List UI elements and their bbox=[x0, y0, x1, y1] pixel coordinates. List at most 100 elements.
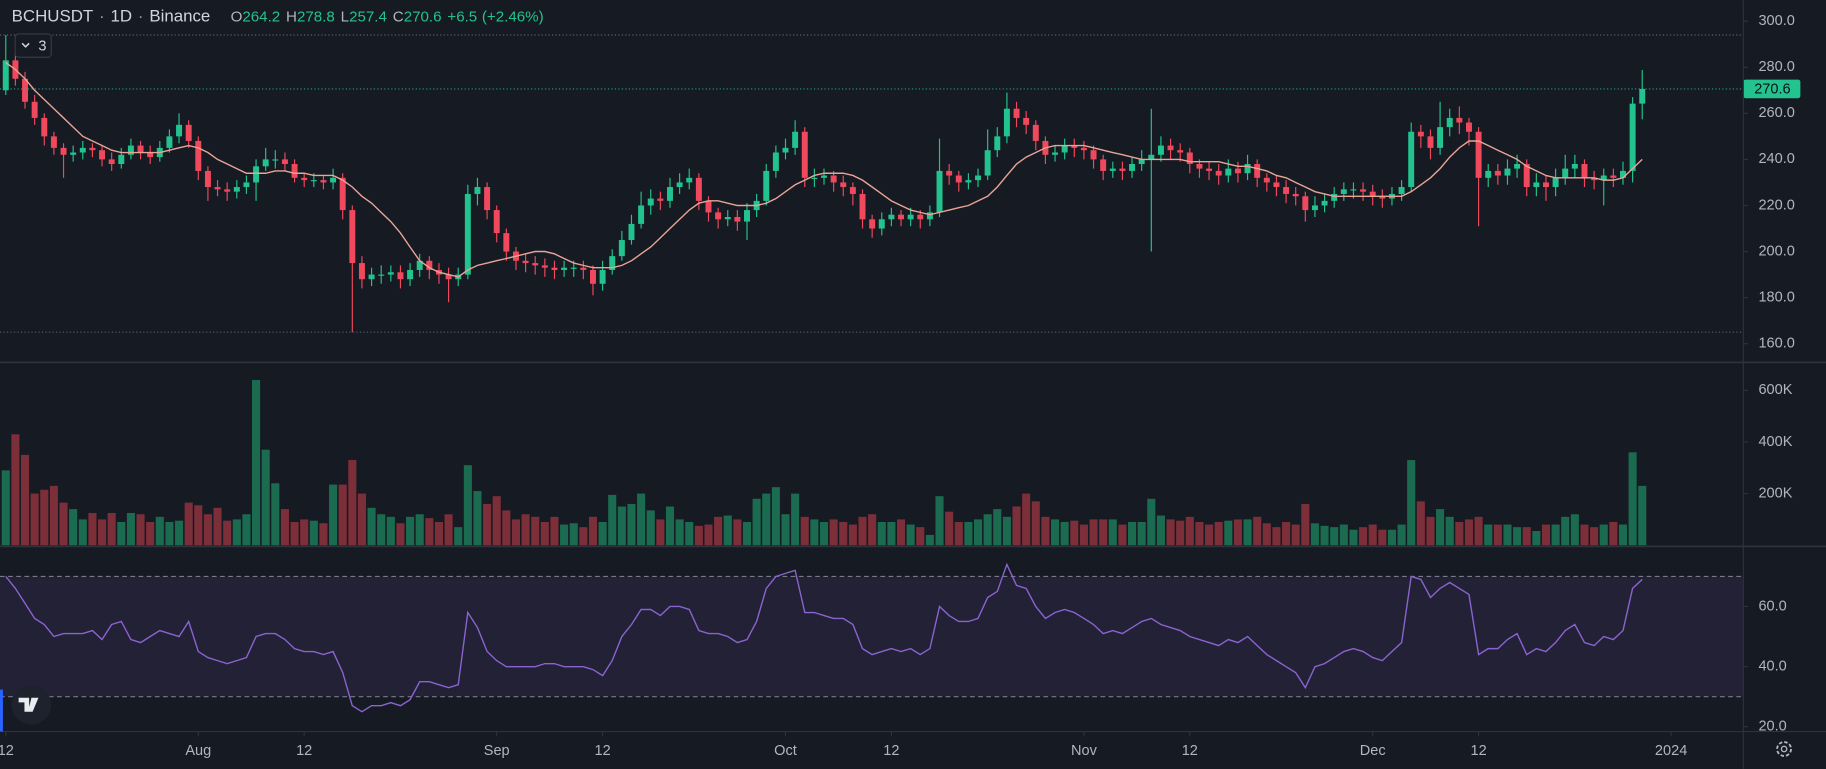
volume-bar bbox=[608, 494, 617, 546]
volume-bar bbox=[1387, 529, 1397, 546]
volume-bar bbox=[1532, 531, 1541, 546]
candle-body bbox=[580, 267, 587, 270]
candle-body bbox=[31, 101, 38, 118]
volume-bar bbox=[213, 507, 222, 546]
ohlc-label: L bbox=[341, 9, 349, 26]
candle-body bbox=[233, 187, 240, 192]
x-tick-label: Aug bbox=[185, 743, 211, 759]
candle-body bbox=[532, 263, 539, 266]
candle-body bbox=[936, 170, 943, 213]
toggle-box[interactable] bbox=[14, 33, 52, 58]
candle-body bbox=[1090, 150, 1097, 160]
volume-bar bbox=[1436, 509, 1445, 546]
volume-bar bbox=[742, 521, 752, 546]
volume-bar bbox=[531, 516, 540, 546]
symbol[interactable]: BCHUSDT bbox=[12, 7, 94, 26]
candle-body bbox=[1533, 182, 1540, 188]
volume-bar bbox=[1368, 524, 1377, 546]
candle-body bbox=[561, 267, 568, 270]
candle-body bbox=[541, 265, 548, 268]
candle-body bbox=[1417, 131, 1424, 137]
candle-body bbox=[195, 140, 202, 171]
candle-body bbox=[253, 166, 260, 183]
volume-bar bbox=[11, 434, 20, 546]
candle-body bbox=[1254, 164, 1261, 178]
volume-bar bbox=[146, 521, 155, 546]
candle-body bbox=[695, 177, 702, 201]
gear-icon[interactable] bbox=[1776, 741, 1792, 757]
volume-bar bbox=[1503, 524, 1512, 546]
candle-body bbox=[503, 233, 510, 252]
x-tick-label: 12 bbox=[296, 743, 312, 759]
y-tick-label: 20.0 bbox=[1758, 719, 1786, 735]
volume-bar bbox=[242, 514, 251, 546]
candle-body bbox=[1023, 117, 1030, 125]
candle-body bbox=[1177, 150, 1184, 153]
volume-bar bbox=[752, 498, 761, 546]
candle-body bbox=[204, 170, 211, 188]
candle-body bbox=[1571, 164, 1578, 169]
volume-bar bbox=[40, 489, 49, 546]
volume-bar bbox=[252, 380, 261, 546]
change: +6.5 bbox=[447, 9, 477, 26]
y-tick-label: 60.0 bbox=[1758, 598, 1786, 614]
candle-body bbox=[1427, 136, 1434, 148]
volume-bar bbox=[377, 514, 386, 546]
rsi-band bbox=[0, 576, 1744, 697]
candle-body bbox=[1620, 170, 1626, 178]
candle-body bbox=[118, 154, 125, 165]
candle-body bbox=[1610, 175, 1617, 178]
volume-bar bbox=[800, 516, 809, 546]
candle-body bbox=[1215, 170, 1222, 176]
candle-body bbox=[1167, 145, 1174, 151]
volume-bar bbox=[1128, 521, 1137, 546]
rsi-line bbox=[5, 562, 1643, 713]
tradingview-logo[interactable] bbox=[11, 684, 52, 725]
x-tick-label: 2024 bbox=[1655, 743, 1687, 759]
candle-body bbox=[358, 263, 365, 280]
candle-body bbox=[339, 177, 346, 211]
moving-average-line bbox=[5, 62, 1643, 278]
candle-body bbox=[589, 269, 596, 284]
volume-bar bbox=[473, 491, 482, 546]
volume-bar bbox=[463, 465, 472, 546]
volume-bar bbox=[223, 520, 232, 546]
candle-body bbox=[137, 145, 144, 153]
volume-bar bbox=[1551, 524, 1560, 546]
volume-bar bbox=[1031, 501, 1040, 546]
volume-bar bbox=[280, 509, 289, 546]
volume-bar bbox=[868, 514, 877, 546]
volume-bar bbox=[1205, 524, 1214, 546]
interval[interactable]: 1D bbox=[110, 7, 132, 26]
candle-body bbox=[1485, 170, 1492, 178]
volume-bar bbox=[1002, 516, 1011, 546]
volume-bar bbox=[300, 519, 309, 546]
candle-body bbox=[1311, 205, 1318, 211]
candle-body bbox=[888, 214, 895, 220]
candle-body bbox=[618, 240, 625, 257]
candle-body bbox=[224, 189, 231, 192]
volume-bar bbox=[396, 523, 405, 546]
volume-bar bbox=[88, 512, 97, 546]
settings-button[interactable] bbox=[1776, 741, 1792, 757]
candle-body bbox=[917, 214, 924, 220]
volume-bar bbox=[1513, 527, 1522, 546]
volume-bar bbox=[723, 515, 732, 546]
candle-body bbox=[1600, 175, 1607, 181]
symbol-header: BCHUSDT · 1D · Binance bbox=[12, 7, 211, 26]
volume-bar bbox=[694, 525, 703, 546]
volume-bar bbox=[1185, 516, 1194, 546]
candle-body bbox=[628, 223, 635, 241]
indicator-toggle[interactable]: 3 bbox=[14, 33, 52, 58]
volume-bar bbox=[810, 519, 819, 546]
volume-bar bbox=[1195, 521, 1204, 546]
volume-bar bbox=[1089, 519, 1098, 546]
candle-body bbox=[1206, 168, 1213, 171]
volume-bar bbox=[550, 516, 559, 546]
candle-body bbox=[907, 214, 914, 220]
volume-bar bbox=[627, 503, 636, 546]
volume-bar bbox=[1, 470, 10, 546]
volume-bar bbox=[1407, 460, 1416, 546]
y-tick-label: 160.0 bbox=[1758, 336, 1794, 352]
